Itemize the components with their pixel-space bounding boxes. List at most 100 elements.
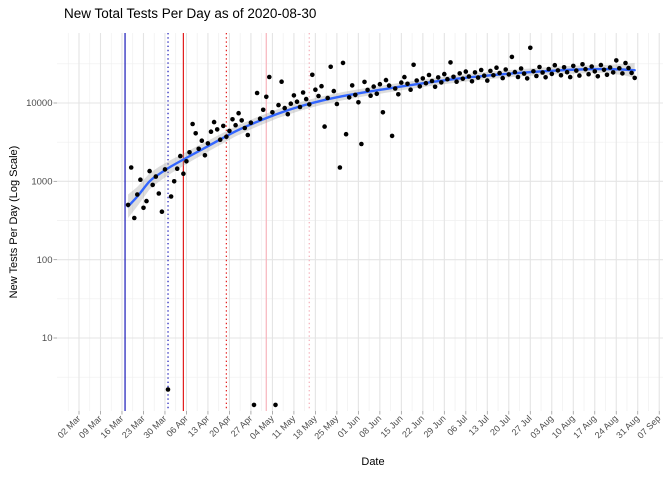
data-point bbox=[414, 78, 420, 83]
x-tick-label: 23 Mar bbox=[120, 413, 147, 440]
x-tick-label: 15 Jun bbox=[379, 413, 405, 439]
data-point bbox=[356, 100, 361, 105]
data-point bbox=[245, 132, 251, 138]
data-point bbox=[595, 74, 601, 79]
data-point bbox=[190, 121, 195, 127]
data-point bbox=[439, 80, 444, 85]
y-axis-title: New Tests Per Day (Log Scale) bbox=[8, 145, 20, 299]
data-point bbox=[325, 95, 331, 101]
data-point bbox=[518, 66, 524, 71]
data-point bbox=[359, 141, 364, 147]
data-point bbox=[629, 70, 634, 76]
data-point bbox=[469, 79, 475, 84]
data-point bbox=[574, 68, 579, 73]
data-point bbox=[402, 74, 407, 80]
data-point bbox=[380, 110, 386, 115]
data-point bbox=[466, 74, 472, 79]
data-point bbox=[224, 134, 229, 140]
y-tick-label: 1000 bbox=[31, 177, 52, 188]
data-point bbox=[319, 83, 324, 89]
data-point bbox=[417, 84, 423, 89]
data-point bbox=[168, 194, 174, 199]
x-tick-label: 07 Sep bbox=[635, 413, 662, 440]
data-point bbox=[607, 65, 613, 70]
data-point bbox=[322, 124, 327, 129]
data-point bbox=[340, 60, 346, 66]
data-point bbox=[610, 70, 616, 75]
data-point bbox=[273, 402, 278, 408]
data-point bbox=[577, 73, 582, 78]
x-tick-label: 30 Mar bbox=[141, 413, 168, 440]
data-point bbox=[485, 78, 490, 83]
data-point bbox=[524, 76, 530, 81]
data-point bbox=[626, 65, 631, 71]
data-point bbox=[509, 54, 515, 60]
data-point bbox=[276, 102, 281, 108]
data-point bbox=[528, 45, 533, 51]
data-point bbox=[144, 198, 149, 204]
data-point bbox=[623, 60, 628, 66]
data-point bbox=[214, 127, 220, 132]
data-point bbox=[601, 67, 607, 73]
data-point bbox=[491, 73, 496, 78]
data-point bbox=[405, 81, 410, 87]
data-point bbox=[500, 75, 506, 81]
data-point bbox=[420, 76, 426, 81]
data-point bbox=[537, 64, 542, 70]
x-tick-label: 06 Jul bbox=[445, 413, 469, 437]
data-point bbox=[392, 86, 398, 91]
data-point bbox=[193, 131, 198, 136]
data-point bbox=[442, 71, 447, 77]
x-tick-label: 01 Jun bbox=[336, 413, 362, 439]
data-point bbox=[396, 92, 401, 97]
data-point bbox=[374, 91, 380, 97]
data-point bbox=[481, 73, 487, 78]
data-point bbox=[515, 74, 521, 80]
chart-title: New Total Tests Per Day as of 2020-08-30 bbox=[64, 6, 317, 21]
data-point bbox=[297, 104, 303, 110]
data-point bbox=[552, 62, 558, 68]
data-point bbox=[221, 123, 226, 129]
data-point bbox=[377, 81, 383, 87]
data-point bbox=[300, 90, 306, 95]
data-point bbox=[294, 99, 300, 104]
data-point bbox=[196, 146, 201, 152]
data-point bbox=[512, 69, 518, 75]
data-point bbox=[316, 93, 321, 99]
data-point bbox=[411, 62, 416, 68]
data-point bbox=[251, 402, 257, 408]
data-point bbox=[478, 67, 484, 73]
data-point bbox=[540, 70, 545, 75]
data-point bbox=[555, 68, 561, 73]
data-point bbox=[267, 74, 272, 80]
data-point bbox=[187, 150, 192, 155]
data-point bbox=[270, 110, 275, 115]
x-axis-title: Date bbox=[361, 456, 385, 468]
x-tick-label: 16 Mar bbox=[99, 413, 126, 440]
data-point bbox=[546, 66, 551, 72]
data-point bbox=[589, 64, 594, 69]
x-tick-label: 13 Jul bbox=[467, 413, 491, 437]
x-tick-label: 02 Mar bbox=[56, 413, 83, 440]
data-point bbox=[365, 87, 370, 93]
data-point bbox=[571, 63, 576, 69]
data-point bbox=[165, 387, 171, 392]
data-point bbox=[217, 137, 223, 142]
data-point bbox=[328, 64, 334, 70]
confidence-ribbon bbox=[128, 62, 635, 219]
data-point bbox=[454, 79, 459, 84]
data-point bbox=[331, 88, 337, 94]
data-point bbox=[592, 69, 598, 74]
data-point bbox=[257, 116, 263, 121]
x-tick-label: 22 Jun bbox=[400, 413, 426, 439]
data-point bbox=[353, 92, 358, 98]
data-point bbox=[435, 75, 441, 80]
x-tick-label: 10 Aug bbox=[550, 413, 577, 440]
data-point bbox=[586, 71, 591, 77]
data-point bbox=[448, 60, 453, 65]
data-point bbox=[426, 72, 432, 78]
data-point bbox=[147, 168, 152, 174]
data-point bbox=[174, 166, 180, 171]
data-point bbox=[362, 79, 367, 85]
